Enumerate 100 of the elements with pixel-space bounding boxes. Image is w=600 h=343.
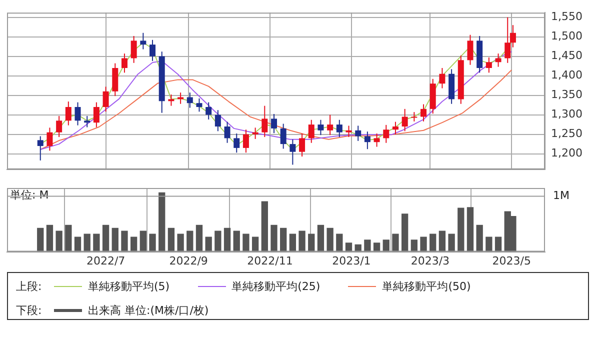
bar: [448, 234, 455, 252]
candlestick: [178, 92, 184, 104]
candlestick: [93, 102, 100, 128]
x-tick-label: 2022/7: [86, 254, 126, 268]
legend-label: 単純移動平均(50): [382, 279, 471, 294]
x-tick-label: 2022/9: [169, 254, 208, 268]
bar: [214, 230, 222, 252]
candlestick: [214, 110, 221, 132]
bar: [233, 230, 240, 252]
candlestick: [46, 127, 53, 152]
bar: [93, 234, 100, 252]
bar: [466, 207, 474, 252]
bar: [158, 192, 166, 252]
candlestick: [327, 114, 334, 136]
bar: [430, 234, 436, 252]
bar: [46, 224, 54, 252]
bar: [121, 230, 128, 252]
y-tick-label: 1,200: [551, 146, 582, 160]
candlestick: [168, 94, 174, 106]
candlestick: [37, 136, 44, 161]
y-tick-label: 1,300: [551, 108, 582, 121]
bar: [336, 234, 343, 252]
bar: [242, 234, 250, 252]
bar: [140, 230, 146, 252]
candlestick: [402, 108, 408, 132]
candlestick: [252, 127, 258, 140]
candlestick: [411, 112, 418, 122]
candlestick: [112, 62, 118, 97]
candlestick: [392, 121, 398, 135]
candlestick: [346, 125, 352, 138]
bar: [401, 214, 408, 252]
bar: [84, 234, 90, 252]
bar: [56, 230, 62, 252]
x-tick-label: 2023/5: [492, 254, 531, 268]
bar: [373, 242, 380, 252]
bar: [149, 234, 156, 252]
candlestick: [439, 67, 446, 89]
candlestick: [140, 32, 146, 50]
bar: [308, 234, 315, 252]
legend-label: 出来高 単位:(M株/口/枚): [88, 303, 209, 318]
candlestick: [234, 133, 240, 154]
candlestick: [196, 98, 202, 112]
candlestick: [374, 133, 380, 148]
bar: [382, 240, 390, 252]
candlestick: [318, 119, 324, 136]
bar: [280, 228, 287, 252]
candlestick: [420, 104, 427, 122]
bar: [130, 236, 138, 252]
y-tick-label: 1,400: [551, 68, 582, 82]
candlestick: [280, 123, 286, 150]
candlestick: [130, 36, 137, 64]
bar: [196, 224, 203, 252]
candlestick: [383, 124, 390, 144]
bar: [458, 208, 464, 252]
candlestick: [271, 114, 277, 134]
candlestick: [242, 129, 249, 154]
candlestick: [262, 105, 268, 138]
bar: [252, 236, 259, 252]
candlestick: [299, 133, 306, 158]
candlestick: [65, 101, 72, 126]
candlestick: [224, 121, 230, 144]
x-tick-label: 2022/11: [247, 254, 293, 268]
y-tick-label: 1,500: [551, 30, 582, 43]
bar: [476, 224, 483, 252]
candlestick: [467, 34, 474, 66]
bar: [224, 228, 231, 252]
candlestick: [150, 39, 156, 62]
candlestick: [74, 102, 81, 126]
legend-label: 単純移動平均(25): [232, 279, 320, 294]
candlestick: [186, 92, 193, 108]
bar: [102, 224, 110, 252]
candlestick: [308, 119, 314, 144]
bar: [112, 228, 118, 252]
candlestick: [486, 56, 492, 74]
bar: [392, 234, 399, 252]
legend-label: 単純移動平均(5): [88, 279, 170, 294]
bar: [345, 242, 352, 252]
bar: [205, 236, 212, 252]
bar: [261, 201, 268, 252]
bar: [494, 236, 502, 252]
bar: [420, 236, 427, 252]
candlestick: [121, 53, 128, 74]
bar: [317, 224, 324, 252]
bar: [37, 228, 44, 252]
candlestick: [206, 102, 212, 120]
candlestick: [56, 115, 62, 138]
bar: [364, 240, 371, 252]
y-tick-label: 1,350: [551, 88, 582, 102]
candlestick: [290, 138, 296, 166]
candlestick: [102, 86, 109, 112]
bar: [410, 240, 418, 252]
bar: [326, 228, 334, 252]
bar: [74, 236, 82, 252]
y-tick-label: 1,450: [551, 49, 582, 62]
bar: [186, 230, 194, 252]
x-tick-label: 2023/3: [410, 254, 450, 268]
legend-title: 下段:: [16, 303, 43, 318]
candlestick: [495, 53, 502, 68]
candlestick: [84, 115, 90, 128]
ref-line-label: 1M: [553, 189, 570, 202]
